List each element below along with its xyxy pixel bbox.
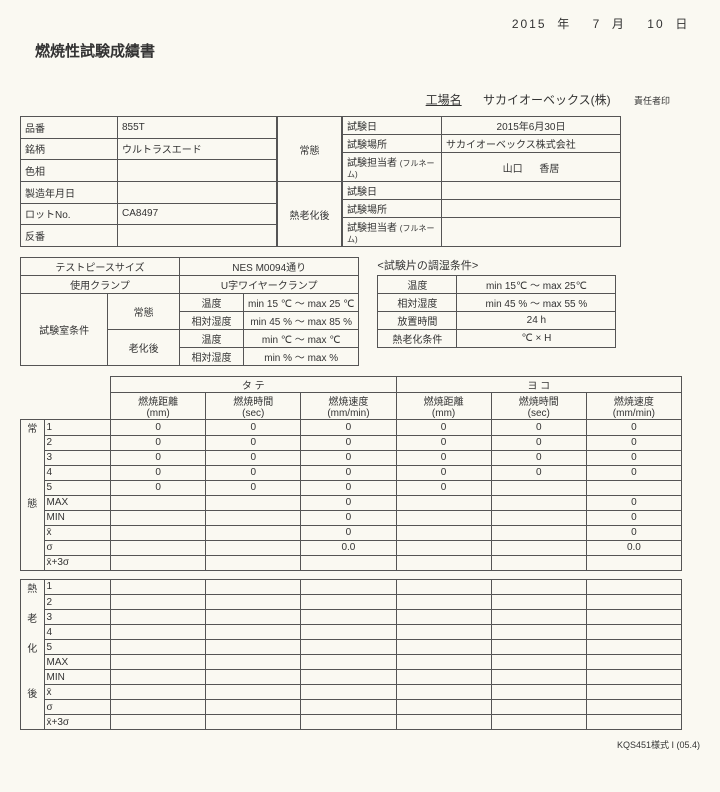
info-right-table: 試験日2015年6月30日 試験場所サカイオーベックス株式会社 試験担当者 (フ…	[342, 116, 621, 247]
cond-right-table: 温度min 15℃ ～ max 25℃ 相対湿度min 45 % ～ max 5…	[377, 275, 616, 348]
seal-label: 責任者印	[634, 96, 670, 106]
data-table-2: 熱12老34化5MAXMIN後x̄σx̄+3σ	[20, 579, 682, 731]
conditions-row: テストピースサイズNES M0094通り 使用クランプU字ワイヤークランプ 試験…	[20, 257, 700, 366]
cond-left-table: テストピースサイズNES M0094通り 使用クランプU字ワイヤークランプ 試験…	[20, 257, 359, 366]
cond-right-title: <試験片の調湿条件>	[377, 257, 616, 273]
info-row: 品番855T 銘柄ウルトラスエード 色相 製造年月日 ロットNo.CA8497 …	[20, 116, 700, 247]
factory-line: 工場名 サカイオーベックス(株) 責任者印	[20, 91, 670, 108]
report-title: 燃焼性試験成績書	[35, 40, 700, 61]
factory-label: 工場名	[426, 93, 462, 107]
data-table-1: タ テ ヨ コ 燃焼距離(mm) 燃焼時間(sec) 燃焼速度(mm/min) …	[20, 376, 682, 571]
footer-code: KQS451様式 I (05.4)	[20, 738, 700, 751]
date-top: 2015 年 7 月 10 日	[20, 15, 700, 32]
info-left-table: 品番855T 銘柄ウルトラスエード 色相 製造年月日 ロットNo.CA8497 …	[20, 116, 277, 247]
info-mid-table: 常態 熱老化後	[277, 116, 342, 247]
factory-name: サカイオーベックス(株)	[483, 93, 611, 107]
